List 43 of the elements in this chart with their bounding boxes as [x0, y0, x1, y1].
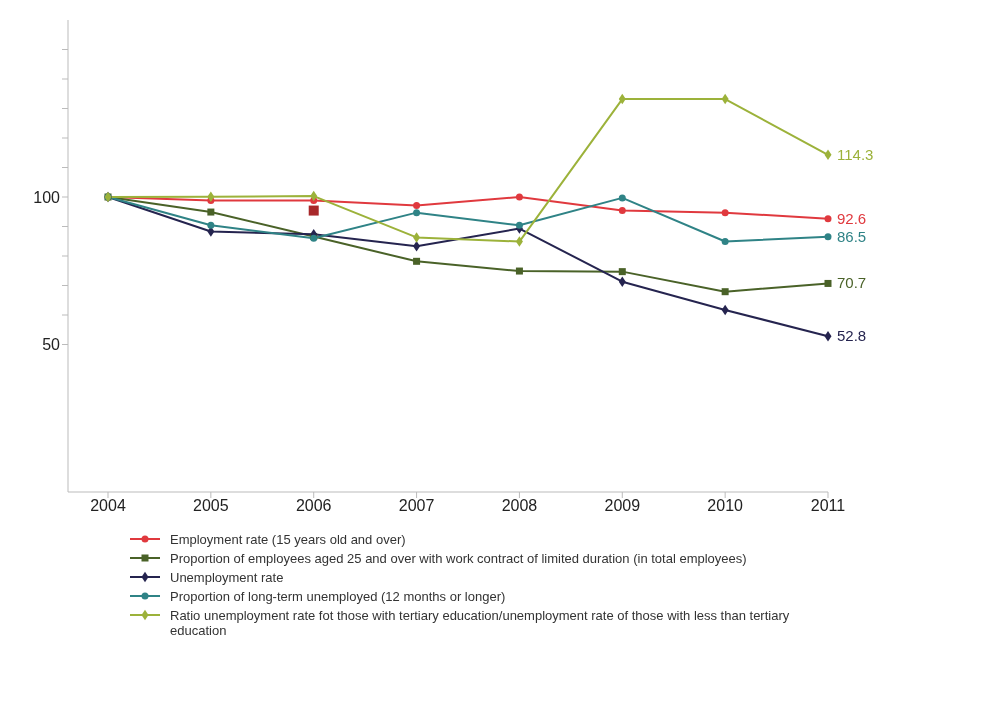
- x-tick-label: 2005: [193, 497, 229, 515]
- point: [824, 279, 832, 287]
- point: [413, 241, 421, 252]
- point: [207, 191, 215, 202]
- x-tick-label: 2004: [90, 497, 126, 515]
- legend-label: Unemployment rate: [170, 570, 284, 585]
- point: [515, 193, 523, 201]
- point: [618, 276, 626, 287]
- data-label: 92.6: [837, 209, 867, 227]
- legend-label: Proportion of long-term unemployed (12 months or longer): [170, 589, 506, 604]
- point: [824, 233, 832, 241]
- point: [618, 194, 626, 202]
- data-label: 70.7: [837, 274, 867, 292]
- y-tick-label: 50: [42, 336, 61, 354]
- x-tick-label: 2010: [707, 497, 744, 515]
- legend-label: Ratio unemployment rate fot those with tertiary education/unemployment rate of those with less than tertiary education: [170, 608, 791, 638]
- point: [824, 215, 832, 223]
- point: [207, 208, 215, 216]
- point: [515, 221, 523, 229]
- legend-label: Employment rate (15 years old and over): [170, 532, 406, 547]
- point: [308, 205, 319, 216]
- point: [618, 207, 626, 215]
- point: [515, 267, 523, 275]
- legend-label: Proportion of employees aged 25 and over with work contract of limited duration (in total employees): [170, 551, 747, 566]
- point: [413, 257, 421, 265]
- data-label: 52.8: [837, 327, 867, 345]
- x-tick-label: 2006: [295, 497, 332, 515]
- point: [413, 232, 421, 243]
- data-label: 114.3: [837, 145, 874, 163]
- point: [413, 209, 421, 217]
- point: [618, 268, 626, 276]
- x-tick-label: 2007: [398, 497, 435, 515]
- point: [515, 236, 523, 247]
- data-label: 86.5: [837, 227, 867, 245]
- point: [721, 209, 729, 217]
- point: [721, 238, 729, 246]
- point: [207, 221, 215, 229]
- x-tick-label: 2009: [604, 497, 641, 515]
- point: [721, 288, 729, 296]
- x-tick-label: 2011: [810, 497, 846, 515]
- point: [413, 202, 421, 210]
- y-tick-label: 100: [33, 188, 61, 206]
- x-tick-label: 2008: [501, 497, 538, 515]
